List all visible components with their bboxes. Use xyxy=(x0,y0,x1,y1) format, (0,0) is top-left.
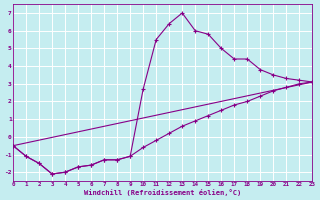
X-axis label: Windchill (Refroidissement éolien,°C): Windchill (Refroidissement éolien,°C) xyxy=(84,189,241,196)
